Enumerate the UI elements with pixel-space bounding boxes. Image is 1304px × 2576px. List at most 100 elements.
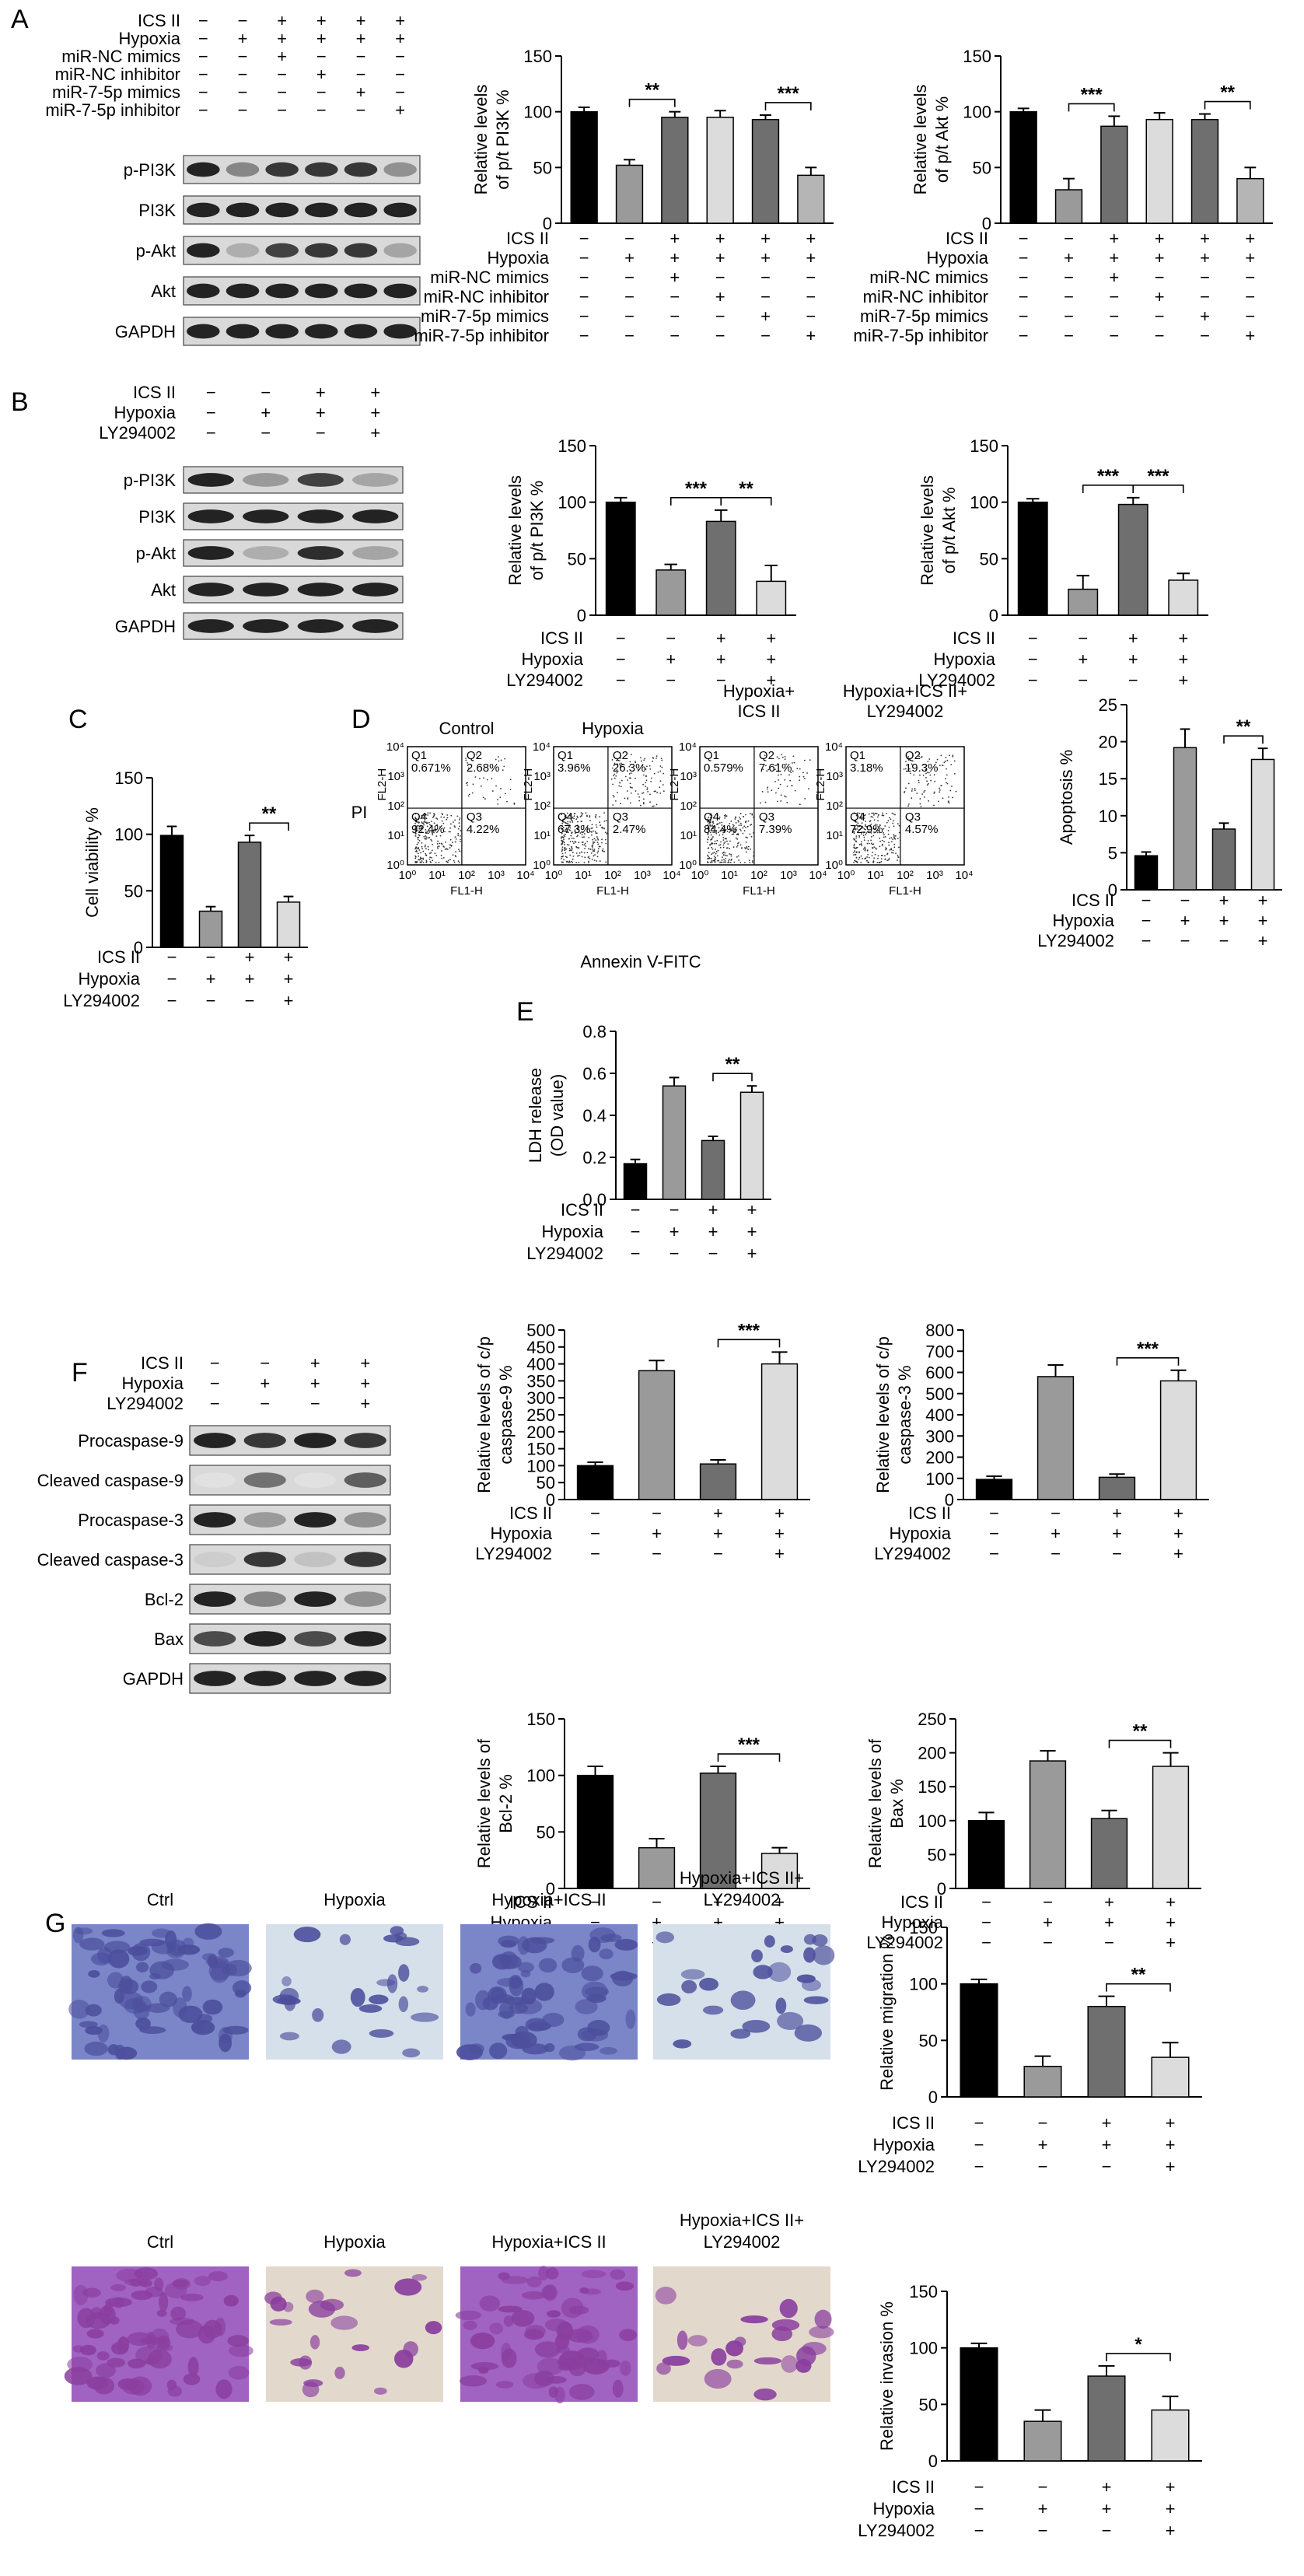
scatter-point [565,829,567,831]
condition-sign: + [766,670,776,690]
stained-cell [794,2024,823,2042]
scatter-point [739,816,740,818]
scatter-point [860,841,862,843]
stained-cell [610,1972,638,1981]
stained-cell [673,2039,692,2049]
scatter-point [727,843,729,845]
y-tick-label: 0 [546,1490,555,1510]
condition-sign: − [981,1933,991,1952]
scatter-point [935,761,937,764]
scatter-point [569,841,572,842]
scatter-point [718,844,720,846]
stained-cell [279,2032,299,2041]
scatter-point [414,813,417,815]
scatter-point [761,790,764,793]
scatter-point [895,852,897,855]
scatter-point [877,857,879,859]
bar-4 [1168,579,1199,616]
panel-label-e: E [516,997,534,1027]
scatter-point [433,813,435,814]
scatter-point [627,779,629,781]
condition-sign: + [747,1200,757,1220]
scatter-point [855,828,856,830]
scatter-point [561,856,564,858]
stained-cell [350,1987,365,2007]
scatter-point [629,786,631,788]
condition-sign: − [590,1544,600,1563]
scatter-point [922,774,925,776]
condition-sign: + [370,423,380,443]
stained-cell [803,1947,816,1963]
scatter-point [872,862,875,863]
blot-band [294,1631,337,1647]
scatter-point [569,862,571,863]
condition-label: LY294002 [874,1544,951,1563]
scatter-point [468,793,470,796]
scatter-point [888,817,890,819]
stained-cell [803,1996,829,2004]
scatter-point [440,854,442,856]
scatter-point [575,818,578,820]
condition-sign: − [1051,1544,1061,1563]
stained-cell [235,1989,246,1998]
scatter-point [892,820,894,822]
condition-sign: − [198,11,208,30]
y-tick-label: 600 [925,1363,954,1383]
condition-sign: − [1019,268,1029,287]
stained-cell [522,2291,546,2300]
condition-sign: − [316,47,327,66]
scatter-point [428,837,431,838]
condition-sign: + [1219,911,1229,930]
condition-sign: + [669,268,680,287]
scatter-point [907,805,909,807]
stained-cell [555,2346,571,2354]
scatter-point [431,849,433,852]
scatter-point [856,846,858,849]
scatter-point [563,818,565,821]
condition-sign: − [806,287,816,306]
condition-label: ICS II [946,229,988,248]
scatter-point [441,857,443,859]
scatter-point [740,830,742,831]
scatter-point [500,788,502,789]
blot-band [187,202,220,218]
scatter-point [739,862,742,863]
scatter-point [421,814,423,817]
scatter-point [885,847,886,849]
condition-sign: − [974,2135,984,2154]
stained-cell [182,1937,194,1949]
scatter-point [589,857,591,859]
scatter-point [708,828,710,830]
scatter-point [425,852,427,855]
y-tick-label: 100 [918,1811,946,1831]
stained-cell [180,2293,204,2301]
quadrant-q4-label: Q4 92.4% [411,810,445,836]
scatter-point [707,847,709,849]
scatter-point [855,860,858,863]
blot-band [187,473,234,487]
scatter-point [621,765,622,767]
scatter-point [472,783,474,786]
scatter-point [771,789,773,792]
scatter-point [887,833,890,835]
blot-row-label: p-PI3K [124,471,177,490]
scatter-point [886,812,887,814]
blot-band [294,1433,337,1448]
scatter-point [781,754,782,756]
condition-sign: − [316,82,327,102]
condition-label: ICS II [141,1353,184,1373]
scatter-point [561,821,564,822]
scatter-point [646,789,649,791]
scatter-point [497,799,498,801]
scatter-point [894,835,897,837]
scatter-point [861,822,863,824]
scatter-point [569,821,572,823]
stained-cell [554,2333,570,2350]
scatter-point [599,845,601,848]
stained-cell [699,1977,719,1991]
scatter-point [721,862,723,863]
condition-sign: + [1104,1892,1114,1912]
scatter-point [876,824,878,826]
stained-cell [194,1923,222,1940]
